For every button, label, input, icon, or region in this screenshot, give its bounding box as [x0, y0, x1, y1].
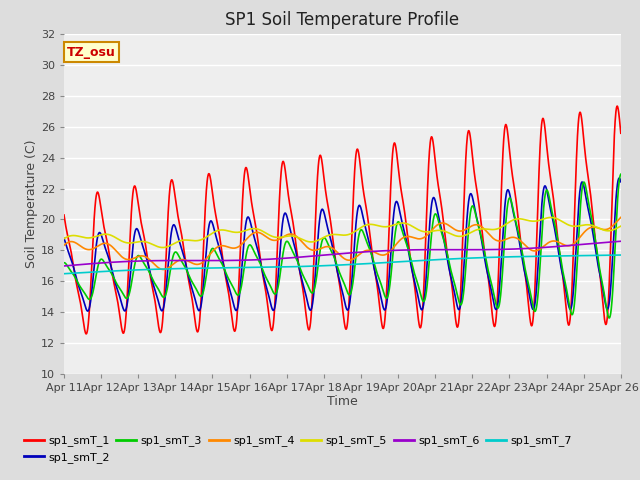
sp1_smT_1	[216, 233, 223, 239]
Legend: sp1_smT_1, sp1_smT_2, sp1_smT_3, sp1_smT_4, sp1_smT_5, sp1_smT_6, sp1_smT_7: sp1_smT_1, sp1_smT_2, sp1_smT_3, sp1_smT…	[19, 431, 577, 468]
sp1_smT_5	[568, 223, 576, 229]
sp1_smT_3	[216, 256, 223, 262]
Line: sp1_smT_4: sp1_smT_4	[64, 217, 621, 269]
sp1_smT_1	[568, 289, 575, 295]
sp1_smT_2	[371, 268, 379, 274]
sp1_smT_4	[216, 243, 223, 249]
sp1_smT_2	[617, 179, 625, 185]
sp1_smT_5	[504, 220, 512, 226]
sp1_smT_7	[358, 261, 366, 267]
sp1_smT_7	[583, 253, 591, 259]
sp1_smT_3	[504, 199, 512, 205]
Line: sp1_smT_1: sp1_smT_1	[64, 106, 621, 334]
sp1_smT_5	[371, 222, 379, 228]
sp1_smT_3	[617, 171, 625, 177]
sp1_smT_6	[568, 242, 575, 248]
sp1_smT_5	[60, 236, 68, 241]
sp1_smT_3	[583, 191, 591, 197]
sp1_smT_4	[159, 266, 167, 272]
sp1_smT_5	[216, 227, 223, 233]
sp1_smT_7	[216, 265, 223, 271]
sp1_smT_6	[617, 239, 625, 244]
sp1_smT_1	[60, 212, 68, 218]
sp1_smT_5	[584, 222, 591, 228]
sp1_smT_3	[358, 228, 366, 234]
sp1_smT_4	[359, 249, 367, 255]
sp1_smT_1	[504, 136, 512, 142]
sp1_smT_2	[568, 302, 575, 308]
sp1_smT_5	[547, 215, 555, 220]
sp1_smT_4	[60, 242, 68, 248]
sp1_smT_5	[159, 245, 166, 251]
sp1_smT_6	[60, 263, 68, 269]
sp1_smT_3	[605, 315, 613, 321]
Line: sp1_smT_6: sp1_smT_6	[64, 241, 621, 266]
sp1_smT_1	[359, 183, 367, 189]
sp1_smT_2	[84, 308, 92, 314]
sp1_smT_6	[583, 241, 591, 247]
sp1_smT_4	[617, 215, 625, 220]
sp1_smT_6	[371, 248, 378, 254]
sp1_smT_3	[568, 312, 575, 317]
sp1_smT_2	[584, 202, 591, 207]
sp1_smT_3	[371, 262, 378, 267]
sp1_smT_4	[504, 235, 512, 241]
sp1_smT_3	[60, 260, 68, 265]
sp1_smT_4	[568, 242, 575, 248]
X-axis label: Time: Time	[327, 395, 358, 408]
sp1_smT_1	[613, 103, 621, 109]
sp1_smT_7	[568, 253, 575, 259]
Line: sp1_smT_7: sp1_smT_7	[64, 255, 621, 274]
sp1_smT_7	[504, 254, 512, 260]
sp1_smT_6	[504, 246, 512, 252]
sp1_smT_2	[60, 236, 68, 241]
sp1_smT_6	[216, 258, 223, 264]
sp1_smT_5	[359, 224, 367, 229]
Title: SP1 Soil Temperature Profile: SP1 Soil Temperature Profile	[225, 11, 460, 29]
sp1_smT_1	[83, 331, 90, 337]
sp1_smT_7	[60, 271, 68, 276]
sp1_smT_2	[504, 187, 512, 193]
sp1_smT_4	[371, 250, 379, 255]
Line: sp1_smT_3: sp1_smT_3	[64, 174, 621, 318]
sp1_smT_7	[617, 252, 625, 258]
sp1_smT_1	[371, 268, 379, 274]
sp1_smT_5	[617, 223, 625, 229]
Y-axis label: Soil Temperature (C): Soil Temperature (C)	[25, 140, 38, 268]
Line: sp1_smT_5: sp1_smT_5	[64, 217, 621, 248]
sp1_smT_7	[371, 260, 378, 266]
sp1_smT_2	[216, 245, 223, 251]
Text: TZ_osu: TZ_osu	[67, 46, 116, 59]
sp1_smT_6	[358, 249, 366, 255]
sp1_smT_2	[616, 175, 623, 181]
sp1_smT_1	[617, 131, 625, 136]
sp1_smT_2	[359, 212, 367, 218]
sp1_smT_4	[584, 227, 591, 232]
Line: sp1_smT_2: sp1_smT_2	[64, 178, 621, 311]
sp1_smT_1	[584, 168, 591, 173]
